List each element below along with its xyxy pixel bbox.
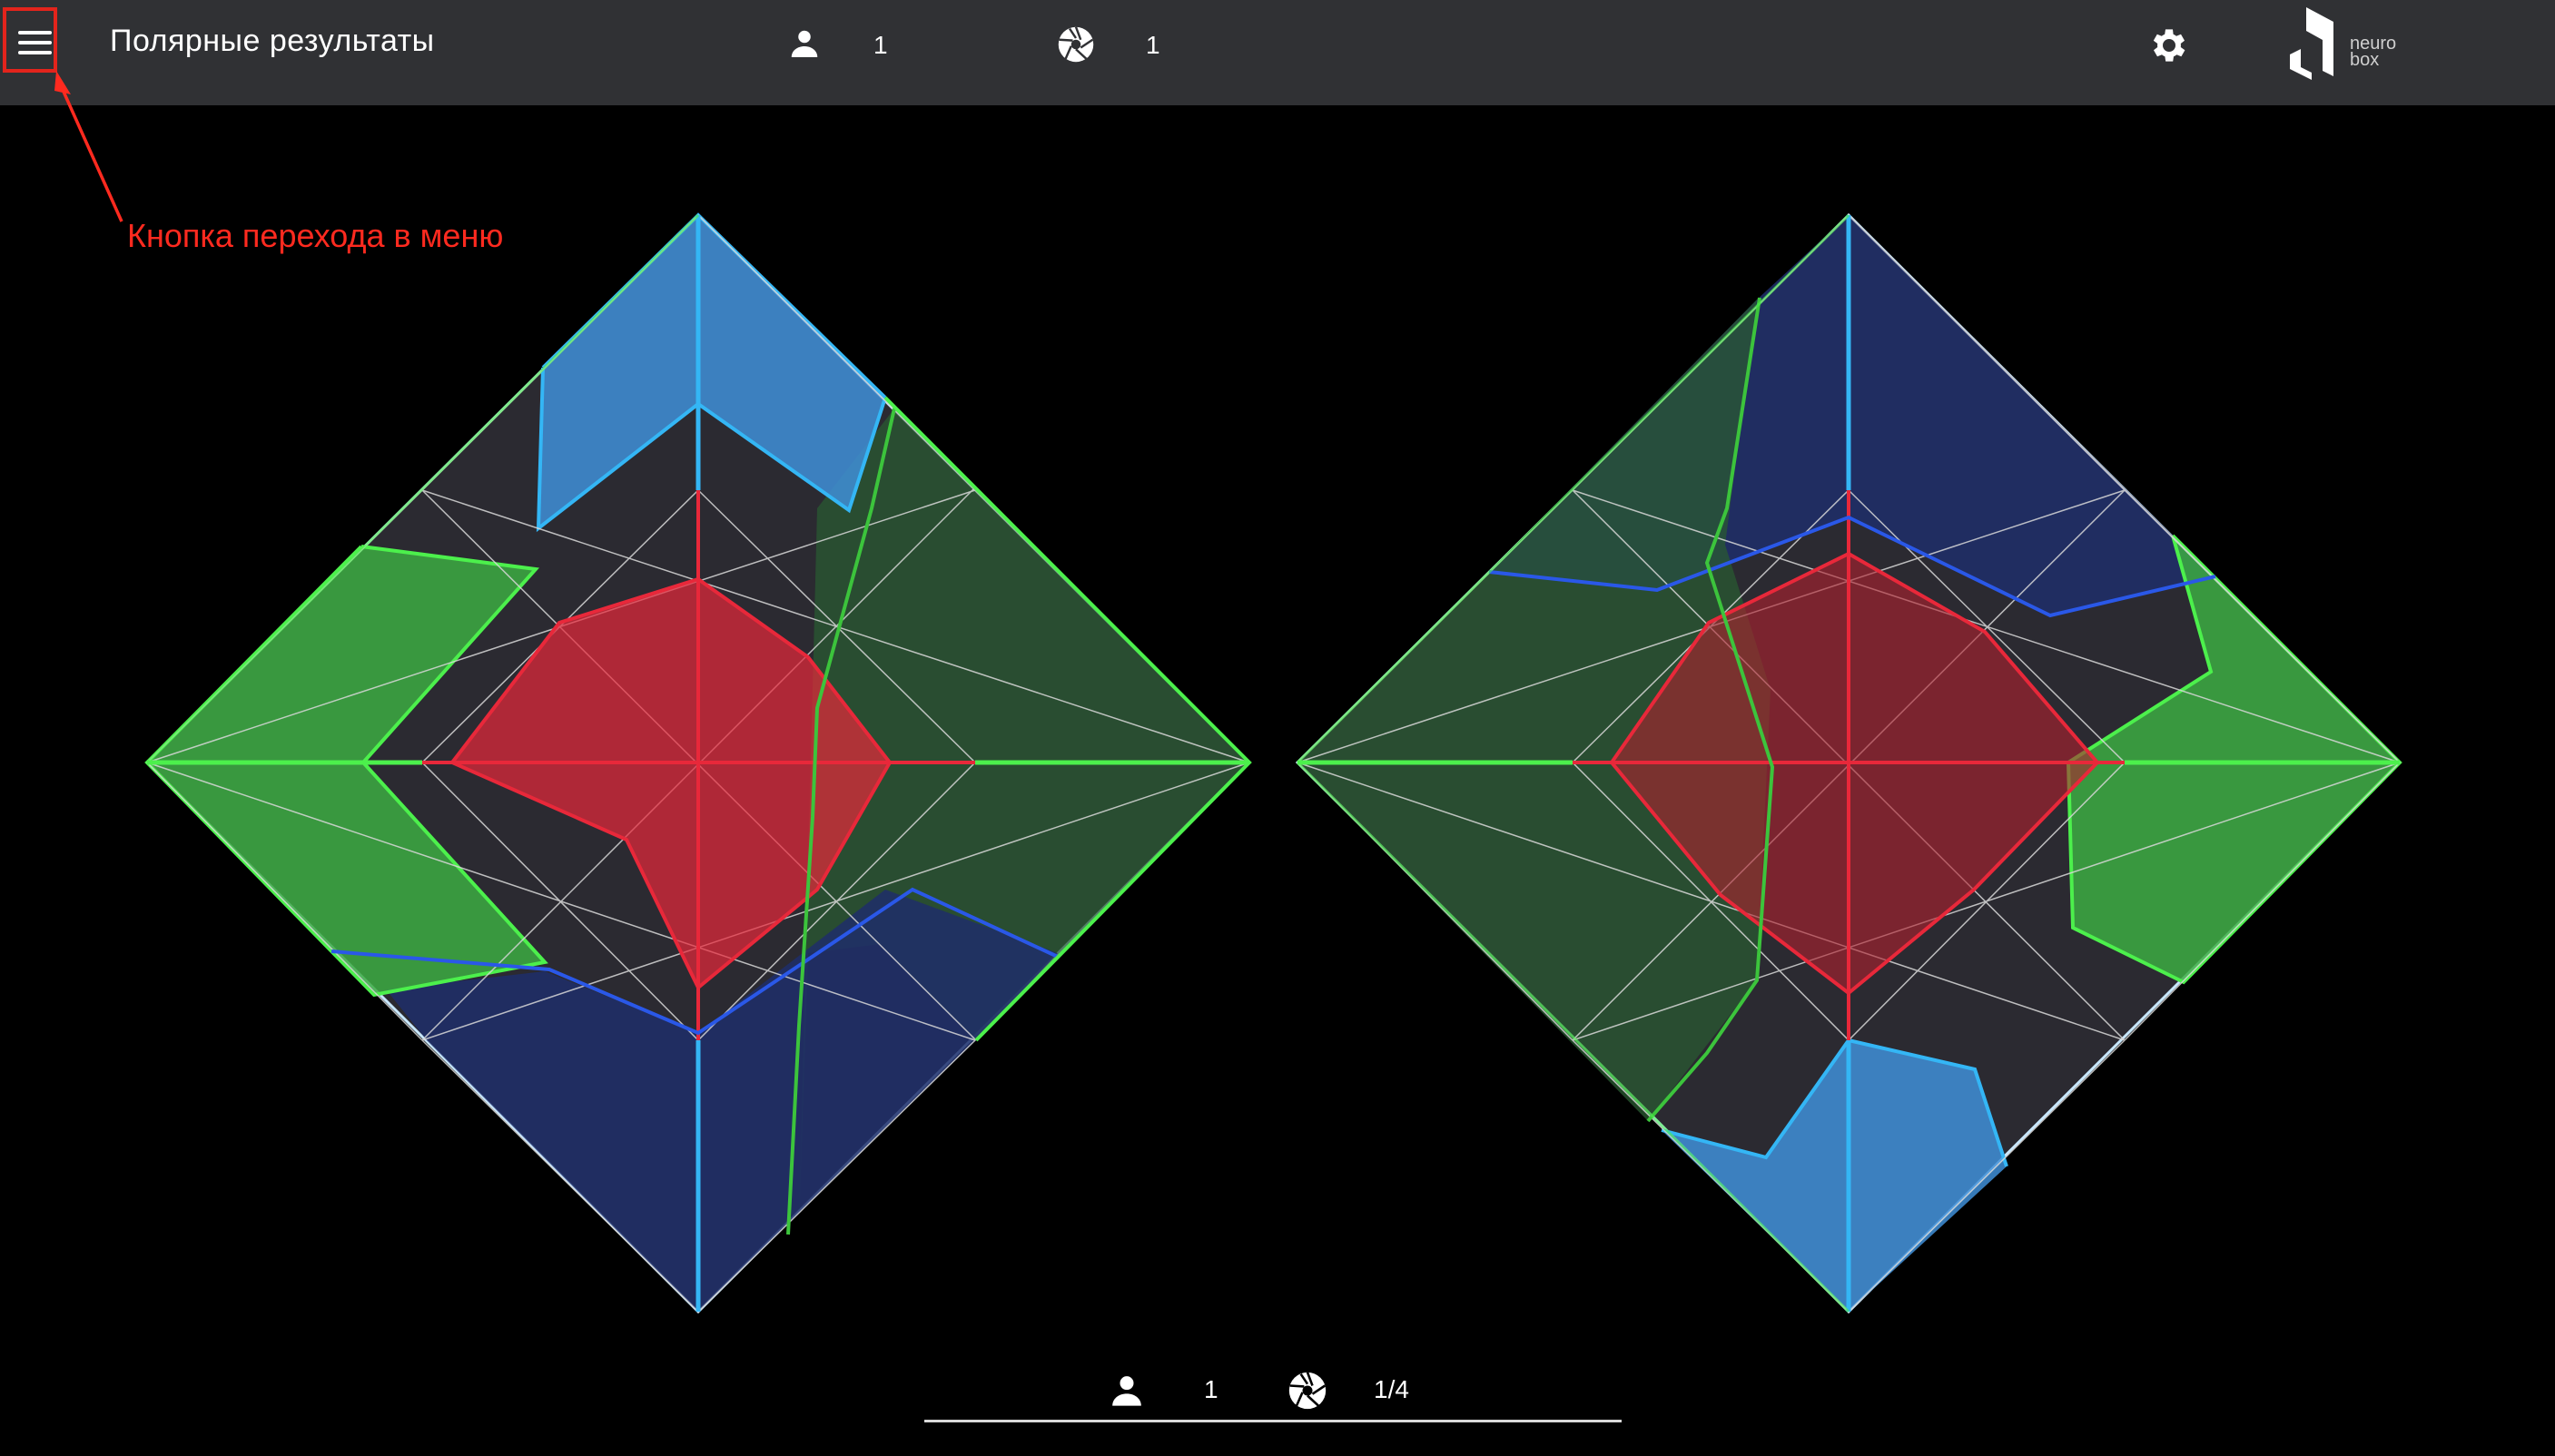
footer-record-value: 1/4 bbox=[1374, 1375, 1409, 1403]
menu-icon-line bbox=[18, 51, 52, 54]
gear-icon[interactable] bbox=[2147, 24, 2191, 67]
aperture-icon bbox=[1288, 1372, 1327, 1410]
person-icon bbox=[791, 30, 818, 57]
menu-icon-line bbox=[18, 41, 52, 44]
top-bar: Полярные результаты 1 1 neuro box bbox=[0, 0, 2555, 105]
left-polar-chart bbox=[144, 212, 1252, 1314]
page-title: Полярные результаты bbox=[110, 24, 435, 58]
menu-button-highlight bbox=[3, 7, 57, 73]
neurobox-logo: neuro box bbox=[2290, 7, 2396, 80]
right-polar-chart bbox=[1295, 212, 2402, 1314]
annotation-label: Кнопка перехода в меню bbox=[127, 217, 504, 254]
menu-icon bbox=[18, 31, 52, 34]
participants-count: 1 bbox=[873, 31, 888, 59]
aperture-icon bbox=[1058, 26, 1094, 63]
menu-button[interactable] bbox=[5, 11, 55, 73]
person-icon bbox=[1112, 1376, 1141, 1406]
logo-text: box bbox=[2350, 50, 2379, 70]
footer-participant-value: 1 bbox=[1204, 1375, 1218, 1403]
footer-divider bbox=[924, 1420, 1622, 1422]
logo-text: neuro bbox=[2350, 34, 2396, 54]
sessions-count: 1 bbox=[1146, 31, 1160, 59]
